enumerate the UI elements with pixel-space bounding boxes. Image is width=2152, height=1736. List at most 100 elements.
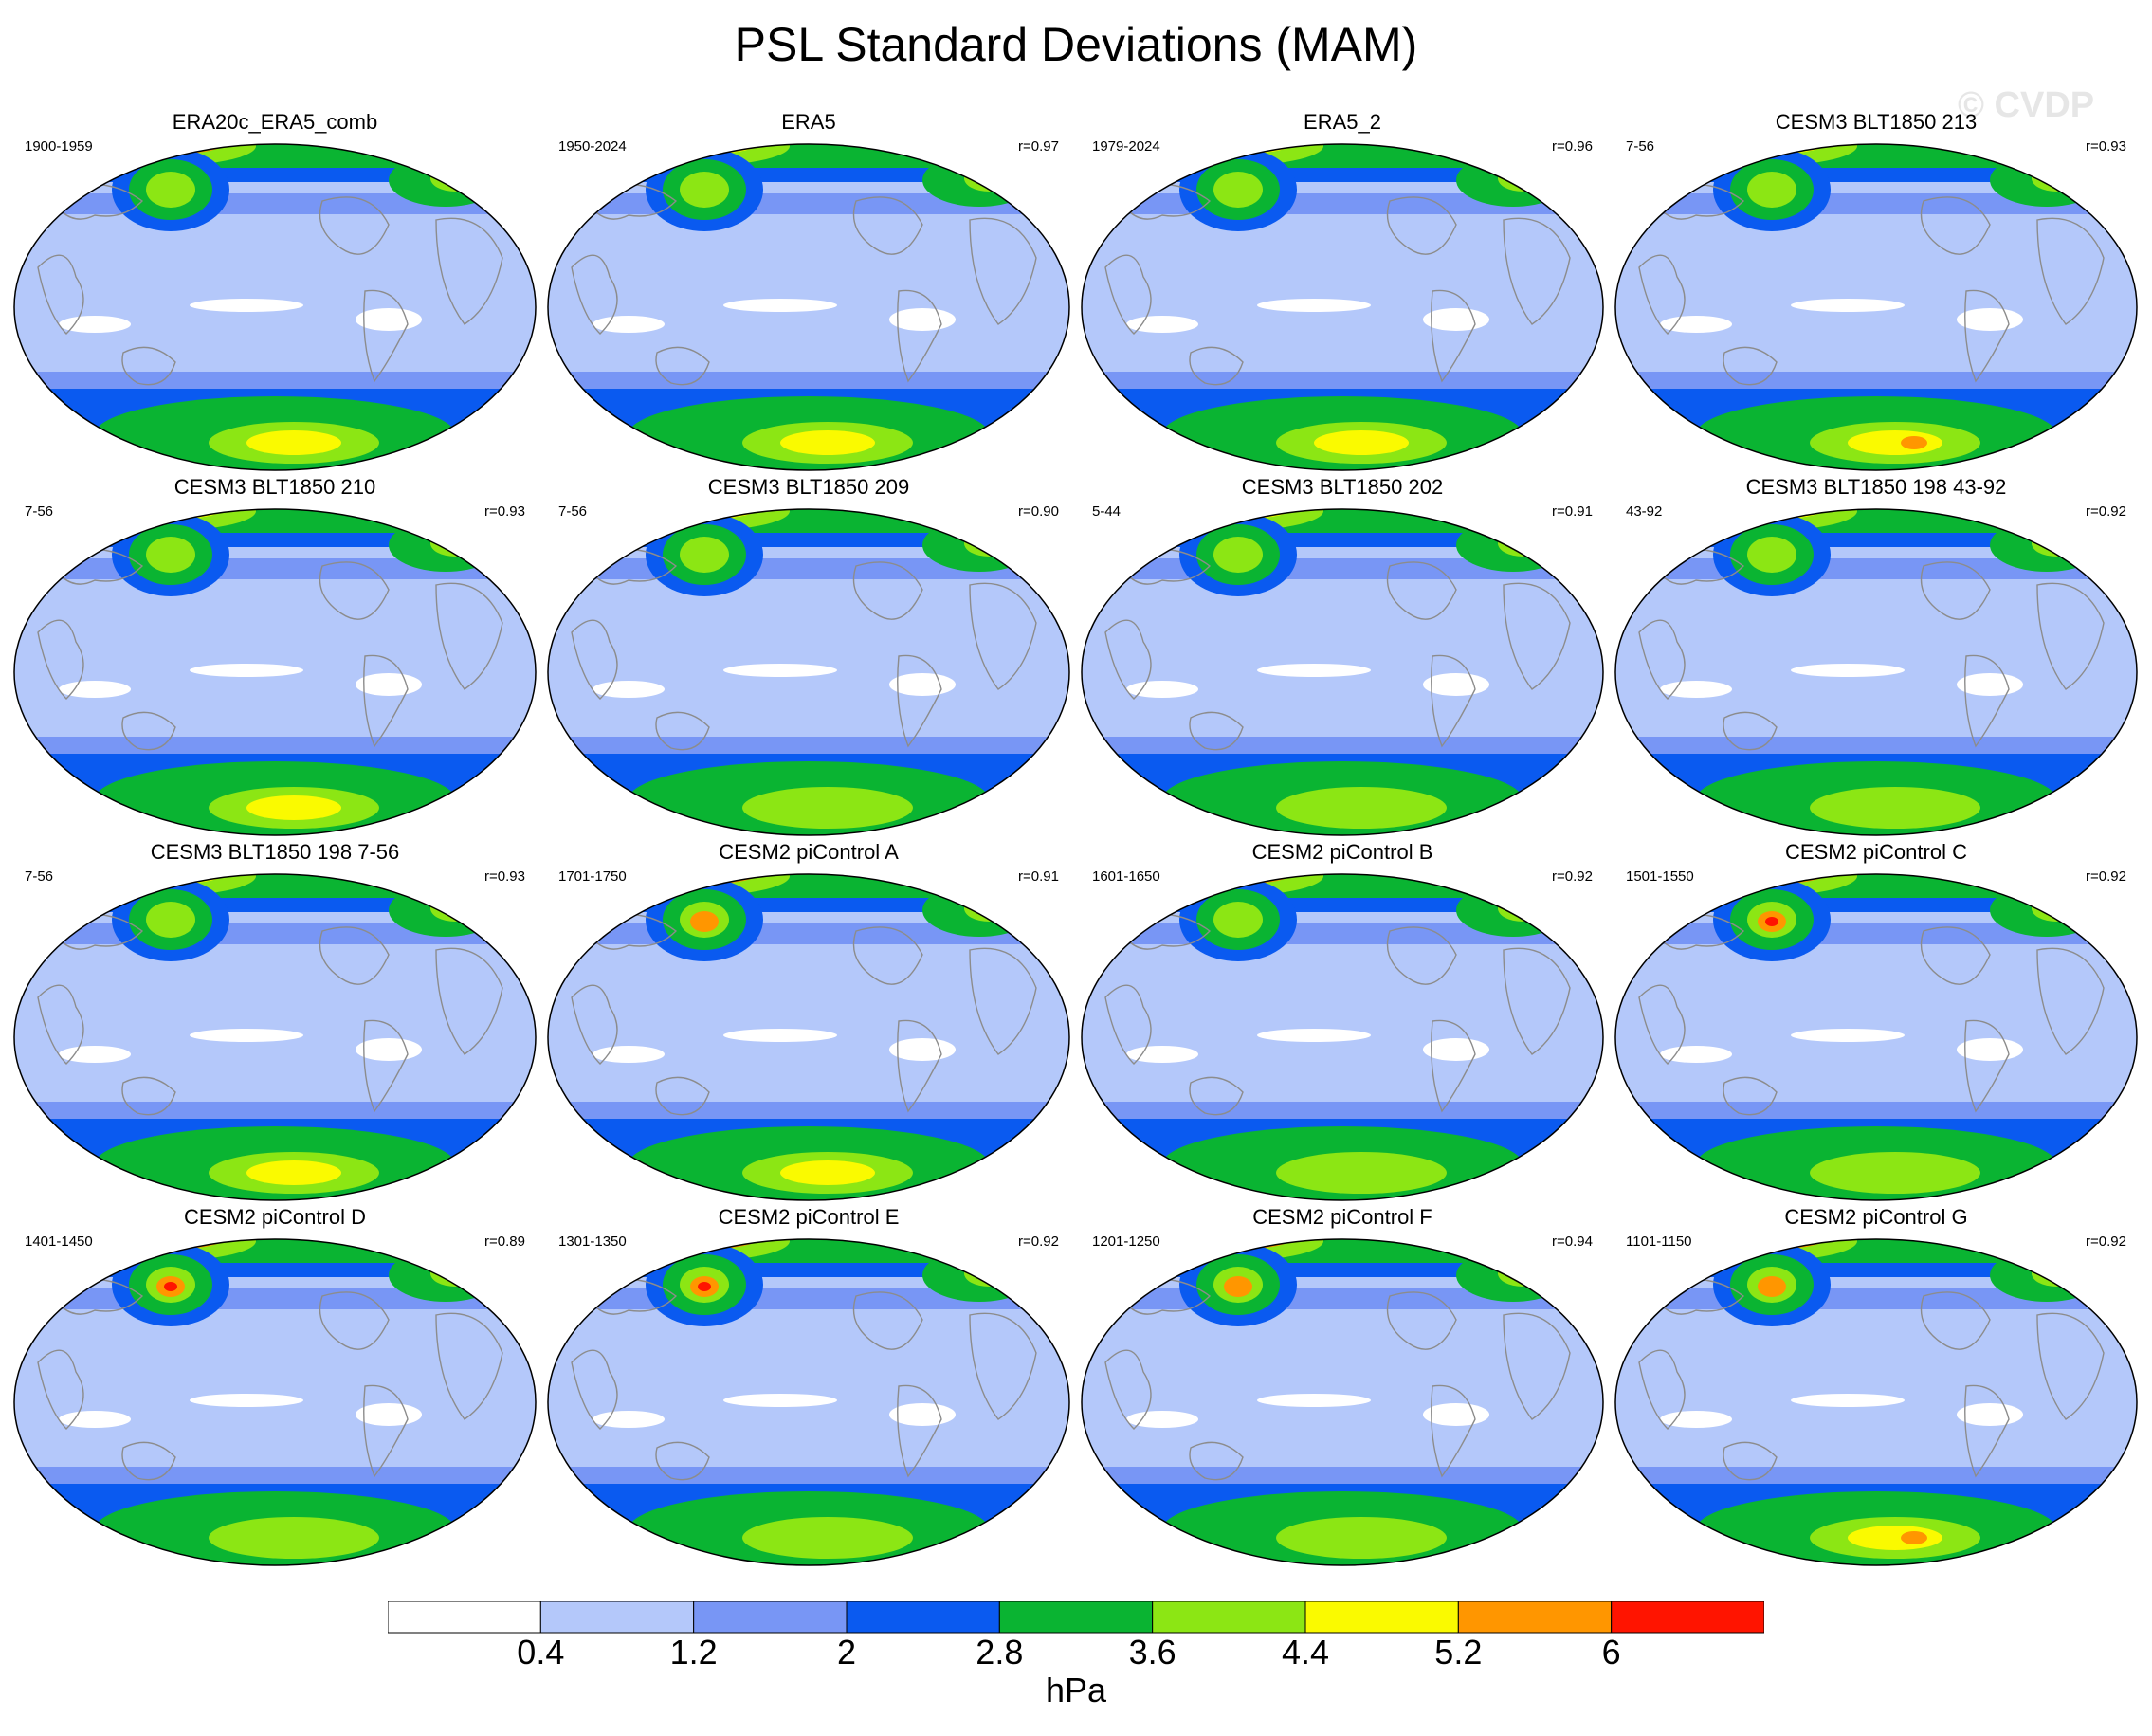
continent-outline <box>319 561 390 620</box>
contour-field <box>1082 1239 1603 1565</box>
tropical-patch-central <box>1791 664 1905 677</box>
colorbar-tick-label: 5.2 <box>1434 1633 1483 1672</box>
tropical-patch-east <box>1957 1038 2023 1061</box>
tropical-patch-east <box>1957 308 2023 331</box>
icelandic-core <box>2032 530 2081 557</box>
figure-title: PSL Standard Deviations (MAM) <box>734 18 1418 71</box>
panel-years: 1701-1750 <box>558 868 627 885</box>
continent-outline <box>1503 582 1571 690</box>
icelandic-region <box>922 884 1036 937</box>
continent-outline <box>655 1076 710 1116</box>
antarctic-peak <box>1848 1526 1942 1550</box>
continent-outline <box>969 217 1037 325</box>
arctic-band <box>548 1239 1069 1263</box>
tropical-patch-east <box>1957 1403 2023 1426</box>
continent-outline <box>1503 217 1571 325</box>
aleutian-inner <box>1747 537 1796 573</box>
globe-border <box>547 508 1070 836</box>
antarctic-core <box>1810 1152 1980 1194</box>
arctic-band <box>14 144 536 168</box>
aleutian-inner <box>1213 172 1263 208</box>
panel-pattern-correlation: r=0.92 <box>2086 868 2126 885</box>
icelandic-region <box>1990 1249 2104 1302</box>
contour-field <box>1082 144 1603 470</box>
icelandic-core <box>964 1260 1013 1287</box>
aleutian-inner <box>1747 172 1796 208</box>
panel-title: CESM2 piControl A <box>719 840 899 864</box>
panel-title: CESM3 BLT1850 198 43-92 <box>1745 475 2007 499</box>
antarctic-peak <box>1314 430 1409 455</box>
panel-years: 1101-1150 <box>1626 1233 1692 1250</box>
panel-years: 1900-1959 <box>25 138 93 155</box>
continent-outline <box>571 619 618 700</box>
contour-field <box>548 874 1069 1200</box>
contour-field <box>14 874 536 1200</box>
world-map <box>13 1238 537 1566</box>
tropical-patch-central <box>723 1394 837 1407</box>
cvdp-watermark: © CVDP <box>1958 85 2095 125</box>
antarctic-core <box>742 1517 913 1559</box>
antarctic-peak <box>246 1160 341 1185</box>
coastlines <box>571 183 1037 386</box>
panel-title: ERA5 <box>781 110 836 134</box>
icelandic-core <box>1498 895 1547 922</box>
colorbar-tick-label: 6 <box>1601 1633 1621 1672</box>
continent-outline <box>37 984 84 1065</box>
continent-outline <box>969 582 1037 690</box>
continent-outline <box>37 1349 84 1430</box>
tropical-patch-east <box>1957 673 2023 696</box>
map-panel: CESM2 piControl F 1201-1250 r=0.94 <box>1077 1205 1608 1570</box>
icelandic-region <box>922 519 1036 572</box>
antarctic-max <box>1901 436 1927 449</box>
continent-outline <box>1638 984 1686 1065</box>
panel-pattern-correlation: r=0.92 <box>2086 1233 2126 1250</box>
colorbar-box <box>539 1601 695 1634</box>
continent-outline <box>1638 254 1686 335</box>
globe-border <box>13 143 537 471</box>
icelandic-core <box>964 165 1013 192</box>
arctic-max <box>1701 1239 1786 1244</box>
continent-outline <box>852 926 923 985</box>
colorbar-tick-label: 2 <box>836 1633 857 1672</box>
world-map <box>547 1238 1070 1566</box>
continent-outline <box>1723 1441 1778 1481</box>
icelandic-core <box>1498 165 1547 192</box>
panel-pattern-correlation: r=0.90 <box>1018 503 1059 520</box>
continent-outline <box>435 217 503 325</box>
globe-border <box>1614 873 2138 1201</box>
panel-years: 1601-1650 <box>1092 868 1160 885</box>
colorbar-tick-label: 2.8 <box>976 1633 1024 1672</box>
panel-title: CESM3 BLT1850 210 <box>173 475 376 499</box>
antarctic-core <box>209 1517 379 1559</box>
colorbar-tick-label: 3.6 <box>1128 1633 1176 1672</box>
antarctic-core <box>1276 1517 1447 1559</box>
continent-outline <box>2036 582 2105 690</box>
panel-pattern-correlation: r=0.93 <box>484 503 525 520</box>
aleutian-peak <box>1758 1276 1786 1297</box>
antarctic-core <box>1810 787 1980 829</box>
continent-outline <box>1189 1076 1244 1116</box>
aleutian-inner <box>146 172 195 208</box>
panel-pattern-correlation: r=0.91 <box>1018 868 1059 885</box>
continent-outline <box>897 1019 942 1113</box>
globe-border <box>547 1238 1070 1566</box>
globe-border <box>13 873 537 1201</box>
continent-outline <box>852 561 923 620</box>
tropical-patch-east <box>889 673 956 696</box>
arctic-max <box>1701 874 1786 879</box>
arctic-band <box>548 144 1069 168</box>
world-map <box>1614 1238 2138 1566</box>
icelandic-core <box>1498 1260 1547 1287</box>
icelandic-region <box>1456 519 1570 572</box>
continent-outline <box>121 346 176 386</box>
continent-outline <box>655 1441 710 1481</box>
antarctic-peak <box>246 430 341 455</box>
continent-outline <box>363 1019 409 1113</box>
panel-title: CESM2 piControl E <box>718 1205 900 1229</box>
continent-outline <box>1104 1349 1152 1430</box>
antarctic-core <box>742 787 913 829</box>
map-panel: CESM2 piControl B 1601-1650 r=0.92 <box>1077 840 1608 1205</box>
map-panel: CESM2 piControl E 1301-1350 r=0.92 <box>543 1205 1074 1570</box>
icelandic-core <box>430 530 480 557</box>
aleutian-inner <box>146 537 195 573</box>
